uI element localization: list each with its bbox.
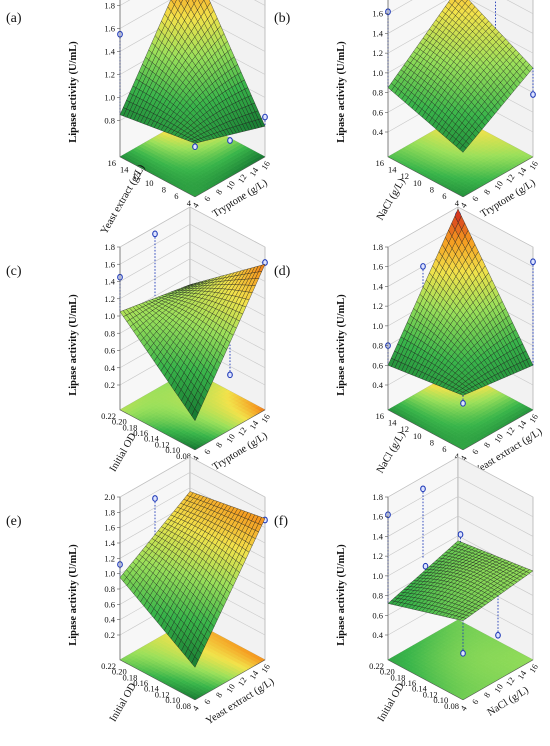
x-tick-label: 12	[504, 172, 517, 185]
data-point	[228, 372, 233, 378]
y-tick-label: 10	[145, 178, 154, 188]
x-tick-label: 16	[259, 412, 272, 425]
z-tick-label: 0.8	[104, 328, 115, 338]
z-tick-label: 0.8	[372, 88, 383, 98]
z-tick-label: 1.4	[104, 47, 115, 57]
surface-panel: 0.2 0.4 0.6 0.8 1.0 1.2 1.4 1.6 1.8 Lipase activi…	[6, 207, 272, 474]
data-point	[421, 264, 426, 270]
y-tick-label: 0.22	[101, 411, 116, 421]
data-point	[228, 138, 233, 144]
z-tick-label: 1.0	[372, 68, 383, 78]
x-tick-label: 10	[492, 432, 505, 445]
y-tick-label: 10	[413, 178, 422, 188]
y-tick-label: 6	[174, 191, 178, 201]
x-tick-label: 6	[202, 194, 213, 203]
x-tick-label: 10	[224, 432, 237, 445]
x-tick-label: 6	[202, 447, 213, 456]
data-point	[531, 92, 536, 98]
data-point	[153, 231, 158, 237]
panel-letter: (a)	[6, 11, 22, 26]
x-tick-label: 8	[481, 187, 492, 196]
x-tick-label: 12	[236, 172, 249, 185]
panel-letter: (d)	[274, 264, 291, 279]
z-axis-label: Lipase activity (U/mL)	[68, 294, 79, 396]
z-tick-label: 1.6	[372, 9, 383, 19]
x-tick-label: 8	[481, 440, 492, 449]
z-tick-label: 1.6	[372, 262, 383, 272]
data-point	[263, 114, 268, 120]
x-tick-label: 10	[224, 179, 237, 192]
z-axis-label: Lipase activity (U/mL)	[68, 41, 79, 143]
x-tick-label: 16	[527, 159, 540, 172]
y-tick-label: 8	[162, 185, 166, 195]
y-tick-label: 14	[388, 165, 397, 175]
panel-letter: (b)	[274, 11, 291, 26]
z-tick-label: 1.4	[372, 28, 383, 38]
y-tick-label: 14	[388, 418, 397, 428]
z-tick-label: 1.6	[104, 24, 115, 34]
x-tick-label: 6	[470, 447, 481, 456]
z-axis-label: Lipase activity (U/mL)	[336, 41, 347, 143]
z-tick-label: 0.8	[372, 341, 383, 351]
y-tick-label: 10	[413, 431, 422, 441]
y-tick-label: 16	[376, 158, 385, 168]
y-axis-label: Initial OD	[108, 431, 139, 474]
z-tick-label: 1.6	[104, 259, 115, 269]
z-tick-label: 0.4	[372, 380, 383, 390]
z-tick-label: 1.2	[104, 294, 115, 304]
z-tick-label: 1.0	[372, 321, 383, 331]
x-tick-label: 8	[213, 440, 224, 449]
x-tick-label: 12	[236, 425, 249, 438]
data-point	[193, 144, 198, 150]
y-tick-label: 16	[108, 158, 117, 168]
z-tick-label: 1.4	[372, 281, 383, 291]
surface-panel: 0.4 0.6 0.8 1.0 1.2 1.4 1.6 1.8 Lipase activity …	[274, 207, 545, 477]
z-tick-label: 0.6	[372, 360, 383, 370]
z-tick-label: 1.8	[104, 242, 115, 252]
y-tick-label: 6	[442, 444, 446, 454]
z-tick-label: 0.4	[372, 127, 383, 137]
x-tick-label: 8	[213, 187, 224, 196]
z-tick-label: 1.2	[372, 301, 383, 311]
y-tick-label: 8	[430, 185, 434, 195]
data-point	[531, 259, 536, 265]
y-tick-label: 16	[376, 411, 385, 421]
z-tick-label: 1.0	[104, 93, 115, 103]
panel-letter: (c)	[6, 264, 22, 279]
z-tick-label: 1.8	[104, 1, 115, 11]
x-tick-label: 10	[492, 179, 505, 192]
y-tick-label: 6	[442, 191, 446, 201]
z-tick-label: 0.6	[104, 346, 115, 356]
surface-panel: 0.8 1.0 1.2 1.4 1.6 1.8 Lipase activity (U/mL)…	[6, 0, 272, 236]
z-tick-label: 1.0	[104, 311, 115, 321]
x-tick-label: 6	[470, 194, 481, 203]
x-tick-label: 16	[259, 159, 272, 172]
z-axis-label: Lipase activity (U/mL)	[336, 294, 347, 396]
z-tick-label: 0.8	[104, 116, 115, 126]
x-tick-label: 12	[504, 425, 517, 438]
z-tick-label: 1.2	[372, 48, 383, 58]
y-axis-label: NaCl (g/L)	[375, 176, 408, 222]
z-tick-label: 0.6	[372, 107, 383, 117]
y-tick-label: 14	[120, 165, 129, 175]
z-tick-label: 1.4	[104, 277, 115, 287]
data-point	[461, 401, 466, 407]
y-axis-label: NaCl (g/L)	[375, 429, 408, 475]
z-tick-label: 0.4	[104, 363, 115, 373]
data-point	[153, 496, 158, 502]
z-tick-label: 1.2	[104, 70, 115, 80]
y-tick-label: 8	[430, 438, 434, 448]
z-tick-label: 1.8	[372, 242, 383, 252]
z-tick-label: 0.2	[104, 380, 115, 390]
x-tick-label: 16	[527, 412, 540, 425]
